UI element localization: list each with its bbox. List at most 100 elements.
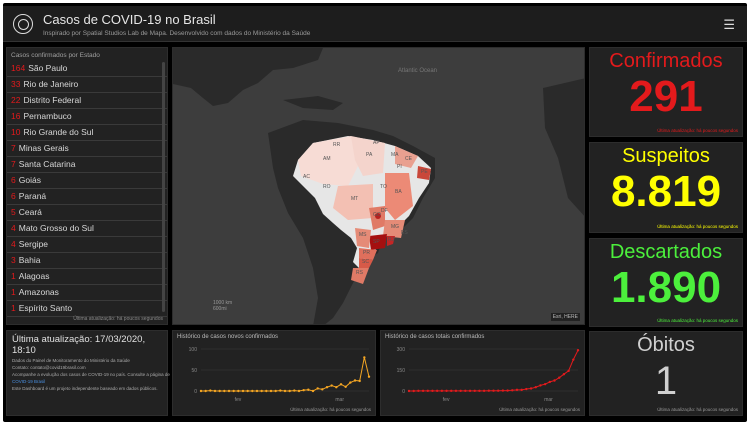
state-ba[interactable] (385, 173, 413, 220)
data-point[interactable] (506, 389, 509, 392)
state-list-item[interactable]: 1 Espírito Santo (7, 301, 167, 317)
state-list-item[interactable]: 7 Minas Gerais (7, 141, 167, 157)
state-list-item[interactable]: 7 Santa Catarina (7, 157, 167, 173)
data-point[interactable] (464, 389, 467, 393)
data-point[interactable] (450, 389, 453, 393)
data-point[interactable] (302, 388, 305, 392)
data-point[interactable] (344, 385, 347, 388)
data-point[interactable] (412, 389, 415, 393)
map-panel[interactable]: AM PA MA CE PI BA MT GO MG SP PR SC RS MS RO AC RR AP TO PE… (172, 47, 585, 325)
data-point[interactable] (335, 386, 338, 389)
state-list-item[interactable]: 1 Alagoas (7, 269, 167, 285)
data-point[interactable] (492, 389, 495, 392)
state-df[interactable] (375, 213, 381, 219)
data-point[interactable] (435, 389, 439, 393)
state-list-item[interactable]: 22 Distrito Federal (7, 93, 167, 109)
new-cases-chart[interactable]: 100 50 0 fev mar (173, 343, 377, 403)
data-point[interactable] (525, 387, 528, 391)
data-point[interactable] (279, 389, 282, 392)
data-point[interactable] (468, 389, 472, 393)
state-list-item[interactable]: 164 São Paulo (7, 61, 167, 77)
data-point[interactable] (297, 389, 301, 393)
data-point[interactable] (567, 369, 570, 373)
data-point[interactable] (363, 356, 366, 359)
state-list-item[interactable]: 1 Amazonas (7, 285, 167, 301)
data-point[interactable] (553, 379, 556, 382)
state-list-item[interactable]: 33 Rio de Janeiro (7, 77, 167, 93)
data-point[interactable] (307, 388, 310, 391)
data-point[interactable] (339, 383, 343, 386)
state-list-item[interactable]: 16 Pernambuco (7, 109, 167, 125)
data-point[interactable] (293, 389, 296, 392)
data-point[interactable] (213, 389, 217, 393)
data-point[interactable] (237, 389, 240, 393)
data-point[interactable] (426, 389, 429, 393)
state-list-item[interactable]: 4 Sergipe (7, 237, 167, 253)
data-point[interactable] (367, 375, 371, 378)
data-point[interactable] (325, 386, 329, 389)
data-point[interactable] (478, 389, 481, 393)
state-ms[interactable] (355, 228, 371, 248)
state-mt[interactable] (333, 184, 373, 220)
total-cases-chart[interactable]: 300 150 0 fev mar (381, 343, 586, 403)
data-point[interactable] (265, 389, 268, 393)
data-point[interactable] (199, 389, 203, 393)
data-point[interactable] (232, 389, 235, 393)
state-mg[interactable] (383, 220, 405, 238)
state-list-item[interactable]: 3 Bahia (7, 253, 167, 269)
data-point[interactable] (218, 389, 221, 393)
data-point[interactable] (283, 389, 287, 393)
data-point[interactable] (534, 386, 537, 389)
state-pr[interactable] (359, 248, 377, 260)
data-point[interactable] (288, 389, 291, 393)
data-point[interactable] (353, 379, 357, 382)
info-link[interactable]: COVID-19 Brasil (12, 379, 46, 384)
data-point[interactable] (576, 349, 580, 352)
data-point[interactable] (255, 389, 259, 393)
state-list-item[interactable]: 6 Paraná (7, 189, 167, 205)
state-rs[interactable] (351, 268, 369, 284)
data-point[interactable] (417, 389, 420, 393)
data-point[interactable] (251, 389, 254, 393)
state-am[interactable] (298, 136, 361, 186)
data-point[interactable] (274, 389, 277, 393)
data-point[interactable] (572, 358, 575, 361)
state-list-item[interactable]: 10 Rio Grande do Sul (7, 125, 167, 141)
state-list-item[interactable]: 6 Goiás (7, 173, 167, 189)
menu-icon[interactable]: ☰ (723, 17, 735, 32)
data-point[interactable] (520, 388, 523, 392)
data-point[interactable] (407, 389, 411, 393)
state-pa[interactable] (351, 136, 385, 176)
data-point[interactable] (260, 389, 263, 393)
data-point[interactable] (349, 381, 352, 384)
data-point[interactable] (473, 389, 476, 393)
data-point[interactable] (209, 389, 212, 392)
data-point[interactable] (431, 389, 434, 393)
data-point[interactable] (330, 384, 333, 387)
states-list-scrollbar[interactable] (162, 62, 165, 312)
data-point[interactable] (515, 388, 519, 392)
data-point[interactable] (548, 380, 552, 384)
data-point[interactable] (321, 388, 324, 391)
data-point[interactable] (246, 389, 249, 393)
data-point[interactable] (204, 389, 207, 393)
data-point[interactable] (487, 389, 491, 392)
data-point[interactable] (496, 389, 500, 392)
data-point[interactable] (501, 389, 505, 392)
data-point[interactable] (227, 389, 231, 393)
data-point[interactable] (543, 382, 547, 386)
data-point[interactable] (454, 389, 458, 393)
state-list-item[interactable]: 5 Ceará (7, 205, 167, 221)
data-point[interactable] (316, 387, 319, 390)
data-point[interactable] (459, 389, 462, 393)
data-point[interactable] (241, 389, 245, 393)
data-point[interactable] (421, 389, 425, 393)
data-point[interactable] (440, 389, 444, 393)
data-point[interactable] (358, 379, 361, 383)
data-point[interactable] (539, 384, 542, 387)
data-point[interactable] (311, 389, 315, 393)
state-ce[interactable] (395, 146, 418, 168)
data-point[interactable] (445, 389, 448, 393)
data-point[interactable] (269, 389, 273, 393)
data-point[interactable] (511, 389, 514, 392)
